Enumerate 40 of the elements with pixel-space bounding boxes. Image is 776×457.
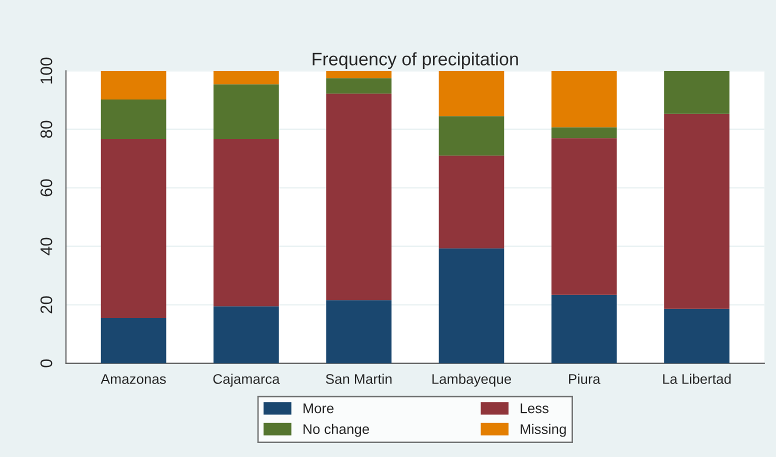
x-tick-label: San Martin <box>326 374 392 384</box>
bar <box>551 127 617 138</box>
x-tick-label: Lambayeque <box>432 374 512 387</box>
bar <box>326 300 392 364</box>
y-tick-label: 80 <box>40 120 52 138</box>
chart-title: Frequency of precipitation <box>312 52 518 70</box>
legend-label: Missing <box>520 424 566 437</box>
y-tick-label: 40 <box>40 238 52 256</box>
bar <box>214 138 279 306</box>
bar <box>214 306 279 364</box>
bar <box>326 78 392 94</box>
bar <box>551 138 617 295</box>
bar <box>326 70 392 78</box>
bar <box>100 318 166 364</box>
bar <box>100 70 166 100</box>
bar <box>438 248 504 364</box>
bar <box>100 100 166 139</box>
legend-label: No change <box>304 424 370 437</box>
legend-label: Less <box>520 404 548 414</box>
bar <box>214 70 279 84</box>
bar <box>664 70 730 114</box>
bar <box>100 138 166 318</box>
legend-label: More <box>304 404 334 414</box>
bar <box>326 94 392 300</box>
x-tick-label: Amazonas <box>100 374 166 384</box>
x-tick-label: Cajamarca <box>213 374 280 387</box>
bar <box>214 84 279 139</box>
x-tick-label: Piura <box>569 374 600 384</box>
bar <box>664 114 730 309</box>
bar <box>438 70 504 116</box>
bar <box>438 156 504 248</box>
y-tick-label: 0 <box>40 359 52 368</box>
x-tick-label: La Libertad <box>663 374 731 384</box>
bar <box>664 308 730 364</box>
y-tick-label: 100 <box>40 58 52 84</box>
bar <box>438 116 504 156</box>
bar <box>551 294 617 364</box>
y-tick-label: 60 <box>40 179 52 196</box>
y-tick-label: 20 <box>40 296 52 314</box>
bar <box>551 70 617 128</box>
